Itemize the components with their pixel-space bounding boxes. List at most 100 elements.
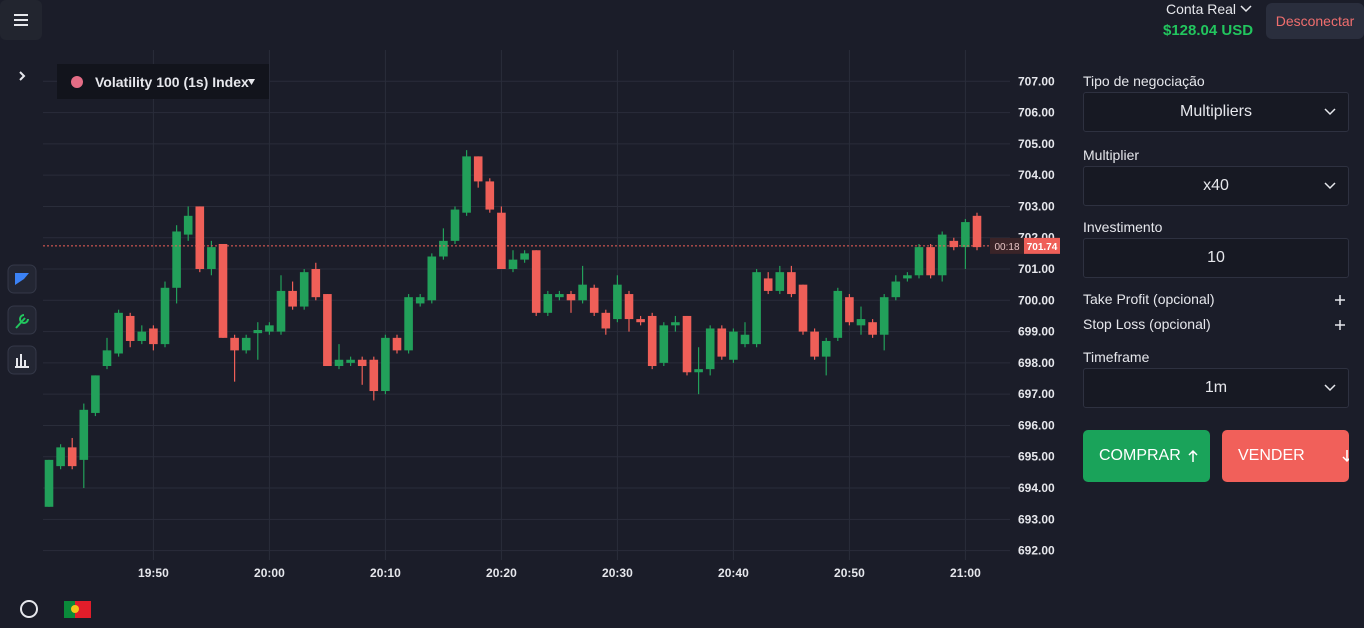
- candle-body: [705, 328, 715, 370]
- candle-body: [427, 256, 437, 301]
- candle-body: [624, 294, 634, 320]
- candle-body: [299, 272, 309, 307]
- label: COMPRAR: [1099, 447, 1181, 464]
- countdown-box: [990, 237, 1024, 254]
- timeframe-select[interactable]: 1m: [1083, 368, 1349, 408]
- y-tick-label: 701.00: [1018, 262, 1055, 276]
- y-tick-label: 696.00: [1018, 418, 1055, 432]
- candle-body: [67, 447, 77, 467]
- countdown: 00:18: [994, 242, 1019, 253]
- sell-button[interactable]: VENDER: [1222, 430, 1349, 482]
- candle-body: [288, 290, 297, 307]
- candle-body: [91, 375, 100, 413]
- value: x40: [1203, 177, 1229, 194]
- symbol-selector[interactable]: [57, 64, 269, 99]
- candle-body: [241, 337, 251, 351]
- candle-body: [450, 209, 460, 241]
- candle-body: [149, 328, 158, 345]
- value: 10: [1207, 249, 1225, 266]
- candle-body: [775, 272, 785, 291]
- whatsapp-icon[interactable]: [20, 600, 38, 618]
- candle-body: [671, 322, 680, 326]
- candle-body: [845, 297, 854, 323]
- candle-body: [601, 312, 611, 329]
- x-tick-label: 20:30: [602, 566, 633, 580]
- candle-body: [520, 253, 529, 260]
- candle-body: [555, 294, 564, 298]
- value: Multipliers: [1179, 103, 1252, 120]
- candle-body: [787, 272, 796, 295]
- candle-body: [740, 334, 750, 345]
- flag-icon: [75, 601, 91, 618]
- y-tick-label: 694.00: [1018, 481, 1055, 495]
- candle-body: [160, 287, 170, 345]
- candle-body: [937, 234, 947, 276]
- candle-body: [392, 337, 402, 351]
- y-tick-label: 703.00: [1018, 199, 1055, 213]
- disconnect-button[interactable]: Desconectar: [1266, 3, 1364, 39]
- candle-body: [230, 337, 239, 351]
- candle-body: [694, 369, 703, 373]
- candle-body: [56, 447, 65, 467]
- balance: $128.04 USD: [1163, 22, 1254, 39]
- candle-body: [462, 156, 471, 213]
- candle-body: [531, 250, 541, 313]
- x-tick-label: 20:00: [254, 566, 285, 580]
- candle-body: [729, 331, 738, 360]
- x-tick-label: 21:00: [950, 566, 981, 580]
- candle-body: [566, 294, 576, 301]
- plus-icon[interactable]: [1334, 294, 1346, 306]
- y-tick-label: 704.00: [1018, 168, 1055, 182]
- field-label: Investimento: [1083, 219, 1163, 235]
- candle-body: [891, 281, 901, 298]
- x-tick-label: 20:40: [718, 566, 749, 580]
- field-label: Timeframe: [1083, 349, 1150, 365]
- candle-body: [497, 212, 506, 270]
- investment-input[interactable]: 10: [1083, 238, 1349, 278]
- field-label: Multiplier: [1083, 147, 1140, 163]
- candle-body: [879, 297, 889, 335]
- candle-body: [903, 275, 912, 279]
- candle-body: [914, 247, 924, 276]
- plus-icon[interactable]: [1334, 319, 1346, 331]
- candle-body: [44, 459, 54, 507]
- current-price-label: 701.74: [1027, 242, 1058, 253]
- multiplier-select[interactable]: x40: [1083, 166, 1349, 206]
- candle-body: [79, 409, 89, 460]
- stop-loss-toggle[interactable]: Stop Loss (opcional): [1083, 316, 1211, 332]
- tool-icon: [15, 354, 29, 368]
- candle-body: [810, 331, 819, 357]
- candle-body: [183, 215, 193, 235]
- expand-icon[interactable]: [19, 71, 26, 81]
- candle-body: [253, 330, 263, 334]
- label: VENDER: [1238, 447, 1305, 464]
- chevron: [1324, 182, 1336, 190]
- arrow-up: [1188, 449, 1198, 462]
- take-profit-toggle[interactable]: Take Profit (opcional): [1083, 291, 1215, 307]
- candle-body: [752, 272, 761, 345]
- y-tick-label: 706.00: [1018, 106, 1055, 120]
- y-tick-label: 697.00: [1018, 387, 1055, 401]
- y-tick-label: 698.00: [1018, 356, 1055, 370]
- candle-body: [357, 359, 367, 367]
- candle-body: [647, 315, 657, 367]
- candle-body: [961, 222, 970, 248]
- candle-body: [114, 312, 123, 354]
- trade-type-select[interactable]: Multipliers: [1083, 92, 1349, 132]
- candle-body: [102, 350, 112, 367]
- y-tick-label: 693.00: [1018, 512, 1055, 526]
- dropdown-icon: [1240, 5, 1252, 13]
- candle-body: [369, 359, 379, 392]
- chart: 692.00 693.00 694.00 695.00 696.00 697.00 698.…: [7, 14, 1060, 618]
- x-tick-label: 19:50: [138, 566, 169, 580]
- candle-body: [485, 181, 495, 210]
- candle-body: [763, 278, 773, 291]
- arrow-down: [1342, 450, 1349, 463]
- buy-button[interactable]: COMPRAR: [1083, 430, 1210, 482]
- account-type[interactable]: Conta Real: [1166, 1, 1237, 17]
- candle-body: [543, 294, 553, 313]
- field-label: Tipo de negociação: [1083, 73, 1205, 89]
- y-tick-label: 692.00: [1018, 544, 1055, 558]
- candle-body: [334, 359, 344, 367]
- candle-body: [508, 259, 518, 270]
